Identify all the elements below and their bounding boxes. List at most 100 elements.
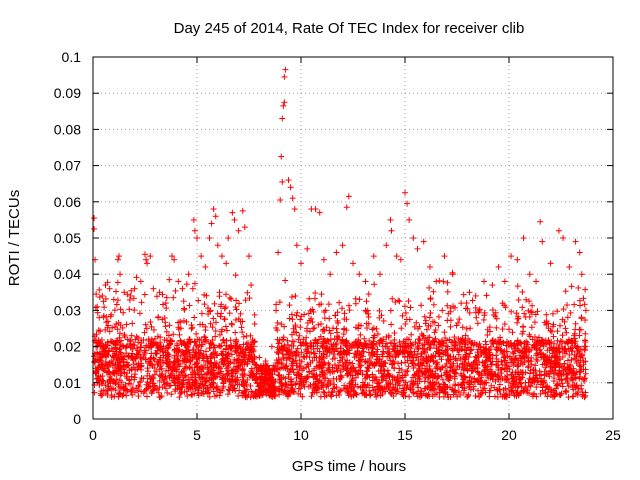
data-point — [275, 249, 282, 256]
data-point — [332, 341, 339, 348]
data-point — [396, 339, 403, 346]
data-point — [337, 372, 344, 379]
x-tick-label: 10 — [293, 427, 309, 443]
data-point — [163, 294, 170, 301]
data-point — [480, 316, 487, 323]
data-point — [370, 253, 377, 260]
data-point — [577, 302, 584, 309]
data-point — [427, 322, 434, 329]
data-point — [113, 321, 120, 328]
data-point — [415, 384, 422, 391]
data-point — [293, 312, 300, 319]
data-point — [311, 371, 318, 378]
data-point — [127, 388, 134, 395]
data-point — [523, 296, 530, 303]
data-point — [369, 345, 376, 352]
data-point — [405, 298, 412, 305]
data-point — [350, 260, 356, 267]
data-point — [313, 389, 320, 396]
data-point — [577, 373, 584, 380]
data-point — [263, 387, 270, 394]
data-point — [287, 184, 294, 191]
data-point — [324, 344, 331, 351]
data-point — [273, 349, 280, 356]
data-point — [432, 370, 439, 377]
data-point — [581, 375, 588, 382]
data-point — [473, 361, 480, 368]
data-point — [213, 384, 220, 391]
data-point — [257, 392, 264, 399]
data-point — [388, 227, 395, 234]
data-point — [300, 353, 307, 360]
data-point — [283, 363, 290, 370]
data-point — [410, 390, 417, 397]
data-point — [244, 289, 251, 296]
data-point — [213, 360, 220, 367]
data-point — [485, 374, 492, 381]
data-point — [373, 360, 380, 367]
data-point — [494, 362, 501, 369]
data-point — [294, 345, 301, 352]
data-point — [464, 361, 471, 368]
data-point — [256, 354, 263, 361]
data-point — [426, 263, 433, 270]
data-point — [419, 355, 426, 362]
data-point — [189, 285, 196, 292]
data-point — [95, 327, 102, 334]
data-point — [529, 391, 536, 398]
data-point — [311, 324, 318, 331]
data-point — [304, 320, 311, 327]
data-point — [353, 351, 360, 358]
data-point — [122, 344, 129, 351]
data-point — [365, 310, 372, 317]
data-point — [547, 367, 554, 374]
data-point — [325, 382, 332, 389]
data-point — [524, 354, 531, 361]
data-point — [312, 206, 319, 213]
data-point — [466, 384, 473, 391]
data-point — [337, 375, 344, 382]
data-point — [289, 362, 296, 369]
data-point — [322, 307, 329, 314]
data-point — [135, 382, 142, 389]
data-point — [435, 313, 442, 320]
data-point — [115, 368, 122, 375]
data-point — [207, 307, 214, 314]
y-tick-label: 0.05 — [54, 230, 81, 246]
data-point — [566, 369, 573, 376]
data-point — [299, 367, 306, 374]
data-point — [242, 394, 249, 401]
data-point — [249, 358, 256, 365]
data-point — [145, 384, 152, 391]
data-point — [253, 371, 260, 378]
data-point — [347, 371, 354, 378]
data-point — [123, 321, 130, 328]
data-point — [516, 374, 523, 381]
data-point — [286, 355, 293, 362]
data-point — [449, 347, 456, 354]
data-point — [566, 263, 573, 270]
data-point — [527, 308, 534, 315]
data-point — [382, 388, 389, 395]
data-point — [464, 394, 471, 401]
data-point — [368, 359, 375, 366]
data-point — [528, 361, 535, 368]
data-point — [348, 387, 355, 394]
data-point — [466, 289, 473, 296]
data-point — [363, 368, 370, 375]
data-point — [163, 345, 170, 352]
data-point — [130, 295, 137, 302]
data-point — [426, 378, 433, 385]
data-point — [201, 338, 208, 345]
data-point — [165, 353, 172, 360]
data-point — [104, 351, 111, 358]
data-point — [418, 350, 425, 357]
data-point — [409, 352, 416, 359]
data-point — [278, 153, 285, 160]
data-point — [436, 277, 443, 284]
data-point — [400, 349, 407, 356]
data-point — [574, 391, 581, 398]
data-point — [378, 384, 385, 391]
data-point — [408, 360, 415, 367]
data-point — [523, 338, 530, 345]
